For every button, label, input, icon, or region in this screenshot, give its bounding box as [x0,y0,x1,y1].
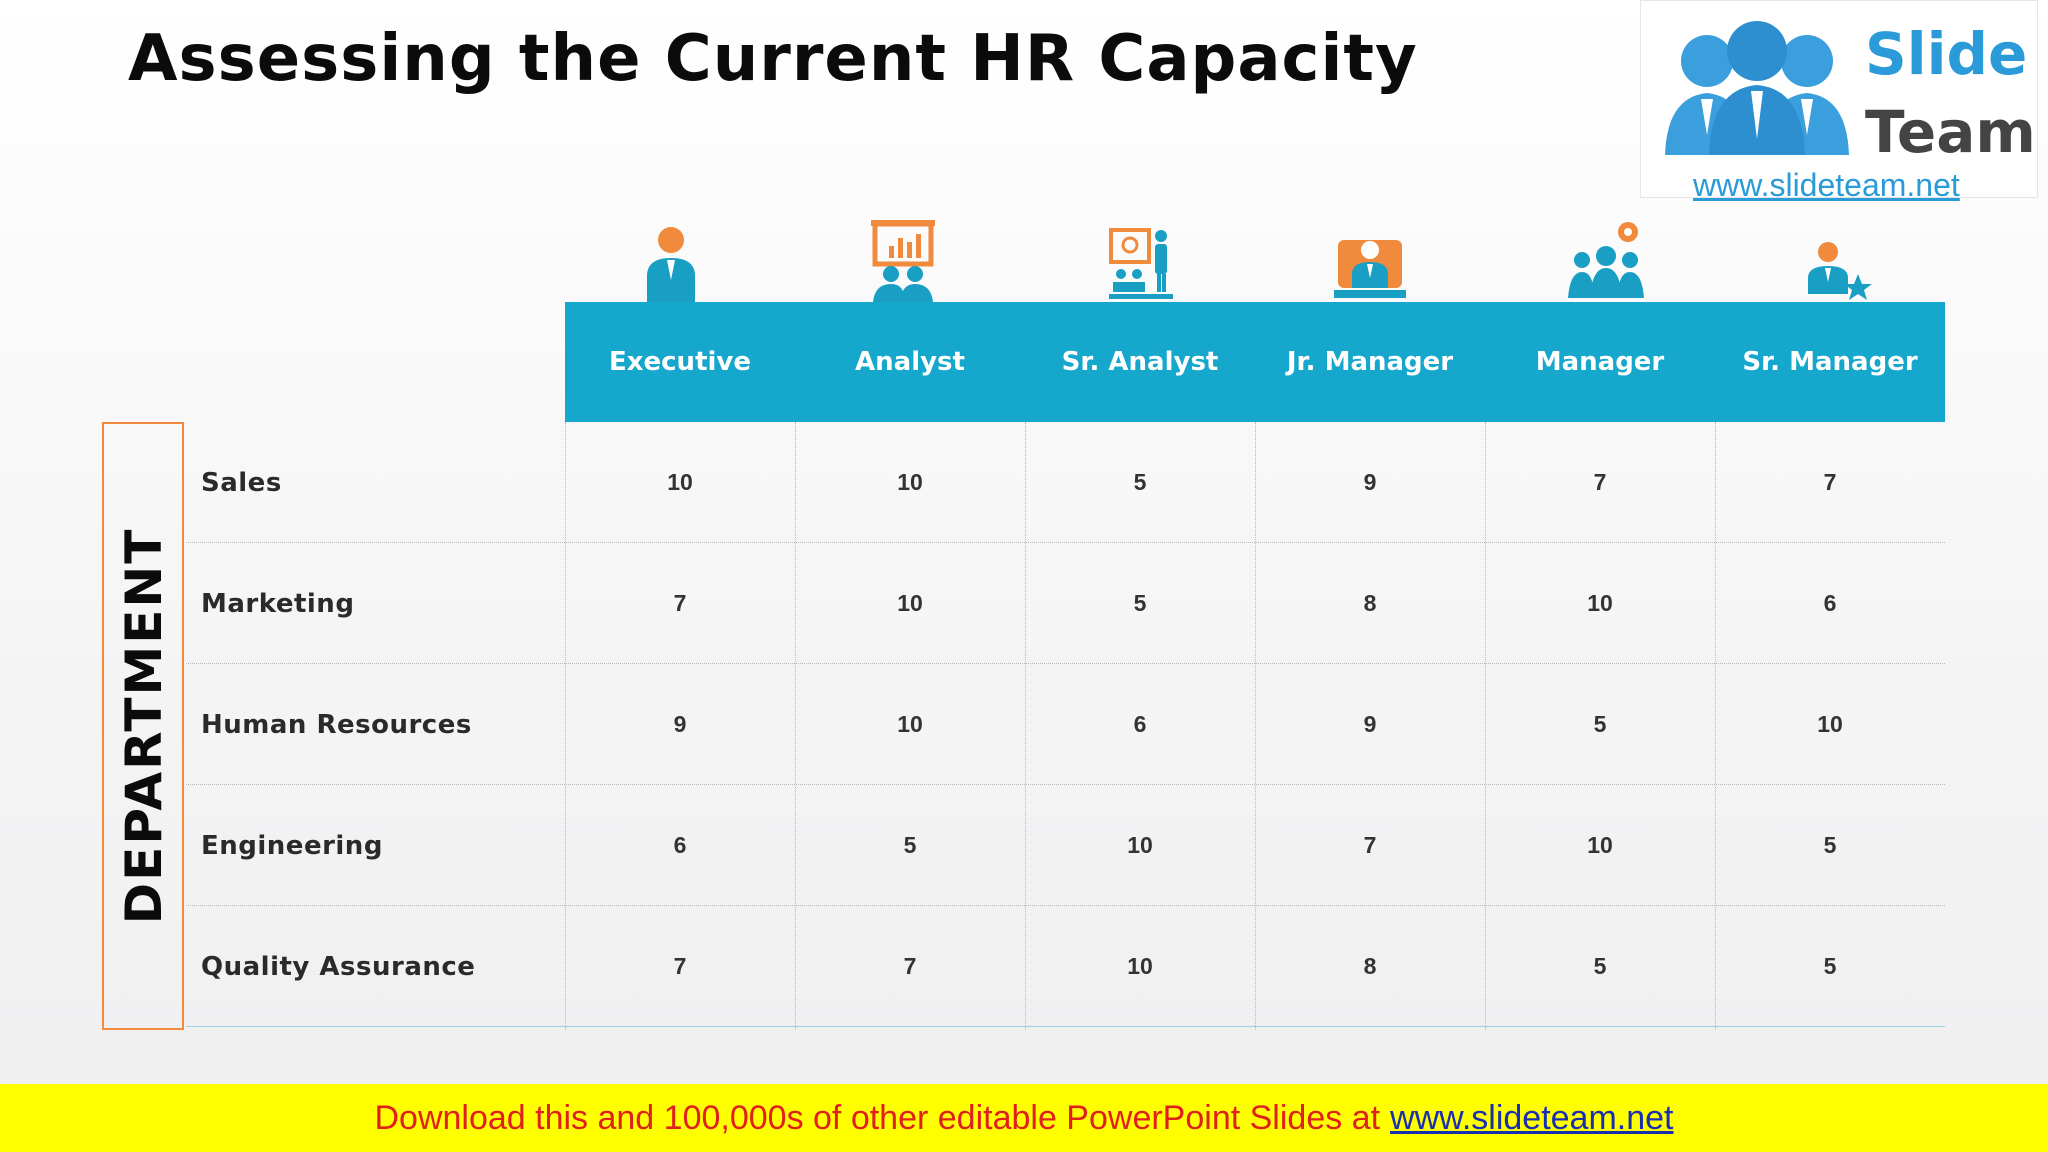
table-cell: 10 [667,469,693,495]
table-cell: 6 [1133,711,1147,737]
download-banner: Download this and 100,000s of other edit… [0,1084,2048,1152]
column-header-sr-manager: Sr. Manager [1742,347,1918,377]
table-row: Engineering 6 5 10 7 10 5 [186,785,1945,906]
table-cell: 7 [1593,469,1607,495]
logo-word-slide: Slide [1865,20,2028,88]
department-label: DEPARTMENT [115,527,173,925]
table-cell: 5 [1823,953,1837,979]
table-cell: 8 [1363,590,1377,616]
column-header-jr-manager: Jr. Manager [1286,347,1454,377]
table-cell: 5 [1823,832,1837,858]
page-title: Assessing the Current HR Capacity [128,22,1418,96]
table-cell: 9 [1363,469,1377,495]
slideteam-logo[interactable]: Slide Team www.slideteam.net [1640,0,2038,203]
table-cell: 5 [1133,469,1147,495]
column-divider [1715,422,1716,1030]
table-cell: 7 [903,953,917,979]
table-cell: 10 [1127,953,1153,979]
table-cell: 10 [897,469,923,495]
table-cell: 10 [1587,590,1613,616]
capacity-table: Sales 10 10 5 9 7 7 Marketing 7 10 5 8 1… [186,422,1945,1030]
team-gear-icon [1558,218,1654,302]
desk-manager-icon [1322,218,1418,302]
column-divider [565,422,566,1030]
row-label-quality-assurance: Quality Assurance [201,951,476,982]
table-cell: 6 [673,832,687,858]
column-header-sr-analyst: Sr. Analyst [1061,347,1219,377]
table-header-bar: Executive Analyst Sr. Analyst Jr. Manage… [565,302,1945,422]
table-cell: 7 [1823,469,1837,495]
trainer-presentation-icon [1091,218,1187,302]
row-label-sales: Sales [201,467,282,498]
department-box [102,422,184,1030]
table-cell: 7 [1363,832,1377,858]
table-cell: 5 [1593,711,1607,737]
table-row: Human Resources 9 10 6 9 5 10 [186,664,1945,785]
row-label-marketing: Marketing [201,588,355,619]
table-cell: 10 [1587,832,1613,858]
banner-text: Download this and 100,000s of other edit… [374,1098,1381,1137]
table-row: Quality Assurance 7 7 10 8 5 5 [186,906,1945,1027]
table-cell: 5 [1593,953,1607,979]
column-divider [1485,422,1486,1030]
column-divider [1255,422,1256,1030]
executive-icon [623,218,719,302]
table-cell: 10 [897,711,923,737]
column-header-analyst: Analyst [855,347,965,377]
logo-url-link[interactable]: www.slideteam.net [1693,167,1960,203]
row-label-human-resources: Human Resources [201,709,472,740]
table-cell: 9 [1363,711,1377,737]
table-cell: 8 [1363,953,1377,979]
column-divider [795,422,796,1030]
table-cell: 5 [1133,590,1147,616]
table-row: Marketing 7 10 5 8 10 6 [186,543,1945,664]
table-cell: 9 [673,711,687,737]
banner-link[interactable]: www.slideteam.net [1390,1098,1674,1137]
logo-word-team: Team [1865,98,2036,166]
table-cell: 10 [897,590,923,616]
table-row: Sales 10 10 5 9 7 7 [186,422,1945,543]
column-divider [1025,422,1026,1030]
table-cell: 10 [1817,711,1843,737]
table-cell: 7 [673,590,687,616]
people-logo-icon [1665,21,1849,155]
person-star-icon [1788,218,1884,302]
column-header-manager: Manager [1535,347,1665,377]
table-cell: 7 [673,953,687,979]
presentation-board-icon [855,218,951,302]
row-label-engineering: Engineering [201,830,383,861]
table-cell: 5 [903,832,917,858]
table-cell: 6 [1823,590,1837,616]
column-header-executive: Executive [608,347,751,377]
table-cell: 10 [1127,832,1153,858]
